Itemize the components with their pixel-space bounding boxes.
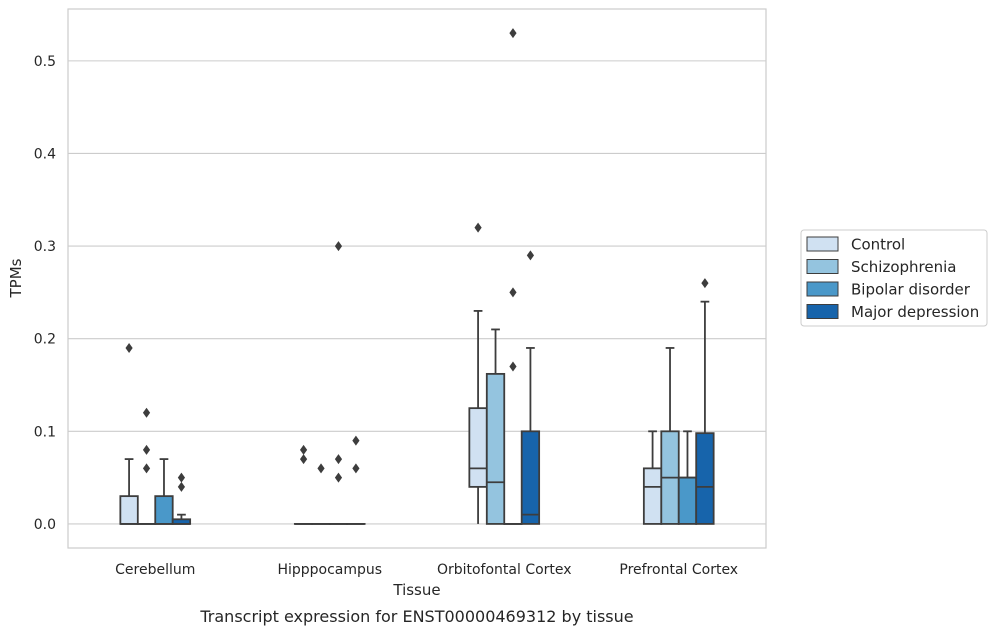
outlier-marker — [177, 472, 186, 483]
x-tick-label: Orbitofontal Cortex — [437, 562, 572, 578]
box-group — [311, 463, 331, 525]
outlier-marker — [334, 241, 343, 252]
plot-frame — [67, 8, 767, 549]
outlier-marker — [509, 28, 517, 39]
legend-swatch — [806, 281, 839, 297]
outlier-marker — [509, 287, 517, 298]
box-group — [503, 28, 523, 525]
outlier-marker — [299, 444, 308, 455]
outlier-marker — [334, 454, 343, 465]
x-tick-label: Hipppocampus — [277, 562, 382, 578]
outlier-marker — [474, 222, 482, 233]
legend-label: Control — [851, 236, 905, 254]
box-group — [119, 342, 139, 525]
y-tick-label: 0.4 — [34, 146, 56, 162]
x-axis-label: Tissue — [392, 581, 440, 599]
box-group — [660, 347, 680, 525]
outlier-marker — [142, 444, 151, 455]
x-tick-label: Prefrontal Cortex — [619, 562, 738, 578]
y-tick-label: 0.0 — [34, 517, 56, 533]
y-axis-label: TPMs — [7, 258, 25, 298]
box-group — [136, 407, 157, 525]
y-tick-label: 0.2 — [34, 332, 56, 348]
outlier-marker — [352, 463, 360, 474]
outlier-marker — [142, 463, 151, 474]
legend-label: Major depression — [851, 303, 979, 321]
legend-frame — [800, 229, 988, 327]
box-group — [171, 472, 192, 525]
outlier-marker — [334, 472, 343, 483]
boxes — [119, 28, 715, 525]
outlier-marker — [509, 361, 517, 372]
outlier-marker — [125, 342, 133, 353]
legend: Control Schizophrenia Bipolar disorder Majo… — [800, 229, 988, 327]
y-tick-label: 0.1 — [34, 424, 56, 440]
box-group — [520, 250, 541, 525]
box-group — [695, 278, 715, 525]
y-axis-ticks: 0.0 0.1 0.2 0.3 0.4 0.5 — [34, 54, 56, 533]
box-body — [677, 476, 698, 525]
box-group — [468, 222, 488, 524]
box-group — [642, 430, 663, 525]
box-group — [293, 444, 314, 525]
y-tick-label: 0.3 — [34, 239, 56, 255]
box-body — [695, 432, 715, 525]
outlier-marker — [317, 463, 325, 474]
box-body — [468, 407, 488, 488]
box-group — [677, 430, 698, 525]
outlier-marker — [142, 407, 151, 418]
outlier-marker — [299, 454, 308, 465]
legend-swatch — [806, 259, 839, 274]
x-tick-label: Cerebellum — [115, 562, 195, 578]
box-group — [154, 458, 174, 525]
x-axis-ticks: Cerebellum Hipppocampus Orbitofontal Corte… — [115, 562, 738, 578]
box-body — [642, 467, 663, 525]
box-body — [154, 495, 174, 525]
box-body — [520, 430, 541, 525]
box-body — [119, 495, 139, 525]
outlier-marker — [701, 278, 709, 289]
legend-swatch — [806, 304, 839, 319]
outlier-marker — [177, 481, 186, 492]
legend-label: Bipolar disorder — [851, 281, 971, 299]
outlier-marker — [526, 250, 535, 261]
legend-label: Schizophrenia — [851, 258, 956, 276]
box-group — [328, 241, 349, 525]
box-group — [485, 328, 506, 525]
legend-swatch — [806, 236, 839, 252]
box-group — [346, 435, 366, 525]
y-tick-label: 0.5 — [34, 54, 56, 70]
box-body — [485, 372, 506, 525]
chart-caption: Transcript expression for ENST0000046931… — [199, 607, 633, 626]
outlier-marker — [352, 435, 360, 446]
